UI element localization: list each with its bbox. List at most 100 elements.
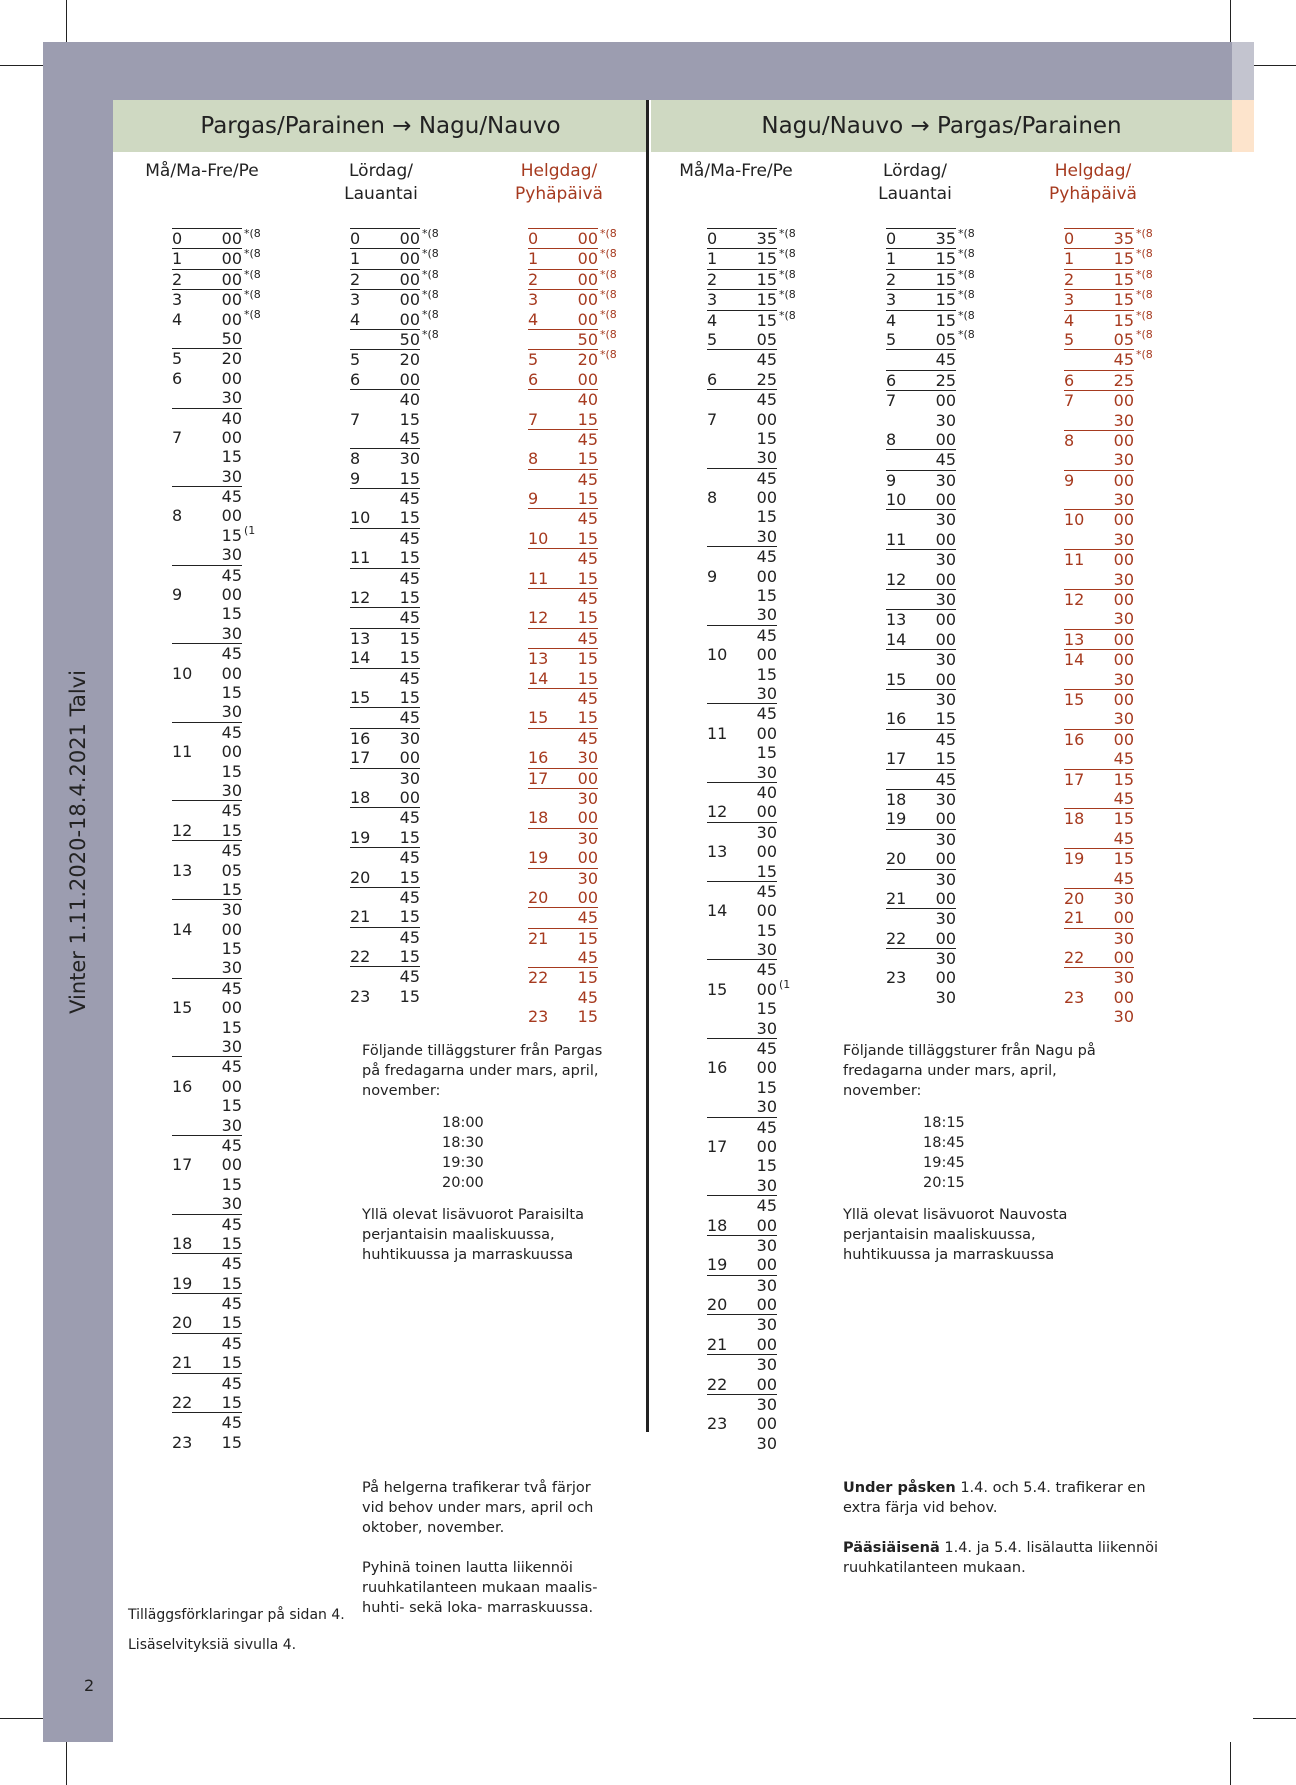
extra-time: 19:45 [923,1155,965,1171]
departure-row: 20 00 [707,1295,777,1314]
departure-minute: 30 [399,449,420,469]
extra-time: 18:30 [442,1135,484,1151]
departure-row: 4 00 *(8 [528,308,617,329]
departure-minute: 00 [577,369,598,389]
departure-row: 10 00 [707,645,777,664]
departure-hour: 16 [707,1058,728,1078]
departure-row: 19 00 [528,848,598,867]
departure-minute: 15 [935,290,956,310]
departure-hour: 10 [172,663,193,683]
departure-minute: 45 [1113,350,1134,370]
departure-row: 8 00 [172,506,242,525]
departure-minute: 15 [399,628,420,648]
departure-row: 45 [350,707,420,727]
departure-minute: 00 [935,669,956,689]
departure-row: 4 00 *(8 [172,308,261,329]
departure-minute: 45 [221,978,242,998]
departure-minute: 45 [221,722,242,742]
departure-row: 30 [528,867,598,888]
departure-hour: 16 [1064,729,1085,749]
departure-minute: 00 [221,249,242,269]
departure-minute: 00 [935,809,956,829]
departure-row: 30 [528,787,598,808]
departure-hour: 6 [172,368,183,388]
departure-hour: 8 [886,429,897,449]
departure-hour: 14 [528,668,549,688]
departure-hour: 8 [1064,430,1075,450]
departure-minute: 15 [756,1077,777,1097]
departure-hour: 17 [528,768,549,788]
departure-minute: 15 [1113,290,1134,310]
departure-row: 30 [886,948,956,968]
departure-row: 12 15 [172,821,242,840]
departure-minute: 00 [221,427,242,447]
departure-hour: 5 [886,329,897,349]
departure-row: 17 00 [707,1137,777,1156]
departure-minute: 45 [577,509,598,529]
departure-minute: 00 [221,663,242,683]
departure-row: 45 [172,977,242,998]
departure-row: 45 [707,546,777,566]
departure-hour: 8 [707,488,718,508]
departure-minute: 00 [756,1215,777,1235]
departure-hour: 2 [528,269,539,289]
departure-row: 22 00 [707,1375,777,1394]
departure-row: 30 [172,1116,242,1135]
departure-minute: 45 [399,967,420,987]
departure-hour: 13 [886,610,907,630]
departure-row: 23 00 [1064,988,1134,1007]
departure-hour: 1 [1064,249,1075,269]
departure-minute: 45 [221,1413,242,1433]
departure-row: 30 [707,527,777,546]
departure-minute: 00 [399,229,420,248]
departure-minute: 20 [399,350,420,370]
departure-minute: 45 [756,468,777,488]
departure-minute: 45 [577,549,598,569]
extra-time: 19:30 [442,1155,484,1171]
departure-hour: 4 [707,310,718,330]
departure-minute: 00 [221,506,242,526]
departure-row: 19 15 [172,1274,242,1293]
departure-minute: 15 [399,687,420,707]
departure-minute: 45 [399,808,420,828]
departure-row: 4 15 *(8 [707,309,796,330]
departure-row: 30 [707,1176,777,1195]
departure-row: 30 [886,549,956,569]
departure-minute: 30 [1113,450,1134,470]
departure-row: 45 [350,966,420,986]
departure-hour: 5 [172,349,183,369]
departure-minute: 15 [577,1007,598,1027]
departure-minute: 30 [221,1115,242,1135]
departure-minute: 15 [935,310,956,330]
departure-hour: 2 [350,269,361,289]
departure-row: 15 00 (1 [707,978,790,999]
departure-hour: 7 [350,409,361,429]
departure-row: 14 00 [172,920,242,939]
timetable-nagu-saturday: 0 35 *(8 1 15 *(8 2 15 *(8 3 15 *(8 4 15 *(8 5 05 *(8 45 6 2… [886,227,975,1007]
departure-row: 45 [528,727,598,748]
extra-time: 18:15 [923,1115,965,1131]
departure-minute: 15 [399,409,420,429]
departure-row: 45 [528,988,598,1007]
extra-time: 18:45 [923,1135,965,1151]
departure-row: 6 25 [886,369,956,390]
departure-row: 8 15 [528,449,598,468]
departure-minute: 00 [577,848,598,868]
extra-departures-nagu: Följande tilläggsturer från Nagu på fred… [843,1041,1098,1265]
departure-minute: 00 [1113,510,1134,530]
departure-row: 9 15 [350,469,420,488]
departure-minute: 00 [935,569,956,589]
departure-hour: 16 [172,1076,193,1096]
departure-row: 30 [1064,609,1134,628]
departure-minute: 05 [935,329,956,349]
departure-footnote: *(8 [1136,288,1153,302]
departure-minute: 30 [756,1175,777,1195]
departure-minute: 40 [577,390,598,410]
departure-minute: 15 [577,608,598,628]
departure-row: 45 [172,840,242,860]
departure-hour: 0 [707,229,718,248]
departure-minute: 25 [756,369,777,389]
departure-row: 2 00 *(8 [350,268,439,289]
departure-row: 30 [172,545,242,564]
departure-row: 3 15 *(8 [707,288,796,309]
